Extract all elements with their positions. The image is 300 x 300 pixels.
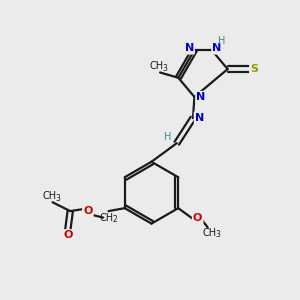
Text: O: O — [193, 214, 202, 224]
Text: 2: 2 — [113, 215, 118, 224]
Text: N: N — [196, 92, 206, 102]
Text: N: N — [212, 44, 221, 53]
Text: H: H — [218, 35, 226, 46]
Text: O: O — [83, 206, 93, 216]
Text: O: O — [64, 230, 73, 240]
Text: H: H — [164, 132, 172, 142]
Text: 3: 3 — [162, 64, 167, 73]
Text: CH: CH — [149, 61, 164, 71]
Text: 3: 3 — [56, 194, 60, 202]
Text: CH: CH — [43, 191, 57, 201]
Text: CH: CH — [202, 228, 216, 238]
Text: 3: 3 — [215, 230, 220, 239]
Text: N: N — [184, 44, 194, 53]
Text: N: N — [195, 112, 204, 123]
Text: CH: CH — [100, 213, 114, 223]
Text: S: S — [250, 64, 258, 74]
